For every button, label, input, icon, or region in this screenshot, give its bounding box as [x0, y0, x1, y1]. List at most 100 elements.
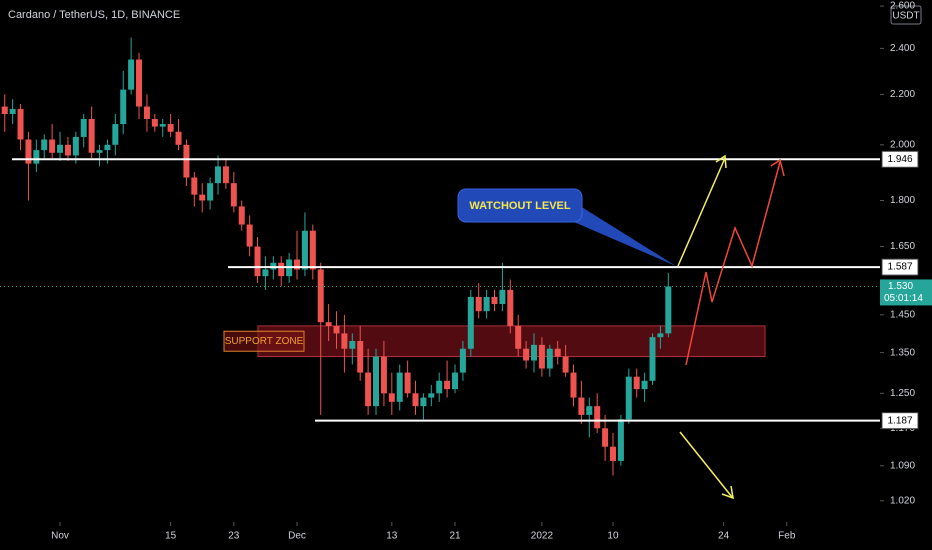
candle-body	[349, 341, 356, 349]
candle-body	[278, 262, 285, 277]
y-tick-label: 2.000	[890, 139, 915, 150]
current-price-box	[880, 279, 932, 306]
x-tick-label: 10	[607, 531, 619, 542]
x-tick-label: Nov	[51, 531, 69, 542]
candle-body	[294, 259, 301, 270]
x-tick-label: Dec	[288, 531, 306, 542]
candle-body	[341, 333, 348, 349]
y-tick-label: 1.090	[890, 460, 915, 471]
callout-text: WATCHOUT LEVEL	[469, 200, 571, 212]
x-tick-label: 24	[718, 531, 730, 542]
y-tick-label: 1.250	[890, 388, 915, 399]
currency-box	[890, 5, 922, 25]
candle-body	[554, 348, 561, 357]
candle-body	[143, 106, 150, 119]
candle-body	[151, 118, 158, 127]
candle-body	[475, 296, 482, 312]
y-tick-label: 1.450	[890, 309, 915, 320]
candle-body	[467, 296, 474, 349]
y-tick-label: 1.650	[890, 241, 915, 252]
callout: WATCHOUT LEVEL	[457, 188, 676, 266]
candle-body	[444, 380, 451, 390]
candle-body	[578, 397, 585, 415]
candle-body	[88, 118, 95, 153]
candle-body	[515, 325, 522, 349]
y-tick-label: 1.350	[890, 347, 915, 358]
candle-body	[159, 124, 166, 127]
candle-body	[388, 393, 395, 402]
candle-body	[499, 289, 506, 305]
y-tick-label: 2.400	[890, 43, 915, 54]
candle-body	[57, 144, 64, 153]
candle-body	[25, 139, 32, 164]
candle-body	[1, 106, 8, 114]
candle-body	[222, 166, 229, 184]
candle-body	[309, 230, 316, 270]
candle-body	[602, 428, 609, 447]
currency-label: USDT	[892, 11, 919, 22]
candle-body	[562, 356, 569, 373]
support-zone-label: SUPPORT ZONE	[225, 336, 304, 347]
candle-body	[262, 269, 269, 277]
candle-body	[136, 59, 143, 107]
candle-body	[491, 296, 498, 305]
price-label-box	[881, 412, 919, 430]
candle-body	[594, 406, 601, 429]
y-tick-label: 2.600	[890, 1, 915, 12]
price-label-box	[881, 150, 919, 168]
candle-body	[531, 344, 538, 361]
price-label: 1.587	[887, 262, 912, 273]
candle-body	[546, 348, 553, 369]
arrowhead	[721, 485, 734, 500]
candle-body	[483, 296, 490, 312]
candle-body	[191, 177, 198, 195]
chart-title: Cardano / TetherUS, 1D, BINANCE	[8, 9, 180, 21]
candle-body	[230, 183, 237, 207]
callout-box	[457, 188, 583, 223]
candle-body	[317, 269, 324, 323]
candle-body	[373, 356, 380, 407]
candle-body	[72, 136, 79, 156]
yellow-up-arrow	[677, 157, 726, 267]
candle-body	[175, 131, 182, 145]
y-tick-label: 1.800	[890, 195, 915, 206]
arrowhead	[770, 158, 785, 177]
candle-body	[657, 333, 664, 338]
candle-body	[199, 194, 206, 201]
countdown: 05:01:14	[884, 293, 923, 304]
candle-body	[507, 289, 514, 326]
candle-body	[625, 376, 632, 420]
candle-body	[215, 166, 222, 184]
x-tick-label: 21	[449, 531, 461, 542]
candle-body	[617, 419, 624, 461]
x-tick-label: Feb	[778, 531, 796, 542]
candle-body	[436, 380, 443, 394]
projection-arrows	[677, 154, 785, 500]
candle-body	[586, 406, 593, 415]
candle-body	[538, 344, 545, 369]
candle-body	[112, 124, 119, 145]
x-tick-label: 13	[386, 531, 398, 542]
candle-body	[396, 372, 403, 402]
candle-body	[649, 337, 656, 381]
candle-body	[96, 150, 103, 153]
candle-body	[452, 372, 459, 390]
candle-body	[633, 376, 640, 390]
candle-body	[254, 246, 261, 277]
price-label-box	[881, 258, 919, 276]
candle-body	[357, 341, 364, 373]
candle-body	[412, 393, 419, 407]
candle-body	[420, 397, 427, 407]
candle-body	[41, 139, 48, 151]
candle-body	[428, 393, 435, 398]
support-zone-label-box	[223, 330, 305, 352]
callout-pointer	[560, 206, 676, 266]
candle-body	[128, 59, 135, 90]
candle-body	[641, 380, 648, 390]
candle-body	[9, 109, 16, 114]
candle-body	[167, 124, 174, 132]
y-tick-label: 1.020	[890, 495, 915, 506]
candle-body	[64, 144, 71, 156]
candle-body	[365, 372, 372, 407]
candle-body	[459, 348, 466, 373]
